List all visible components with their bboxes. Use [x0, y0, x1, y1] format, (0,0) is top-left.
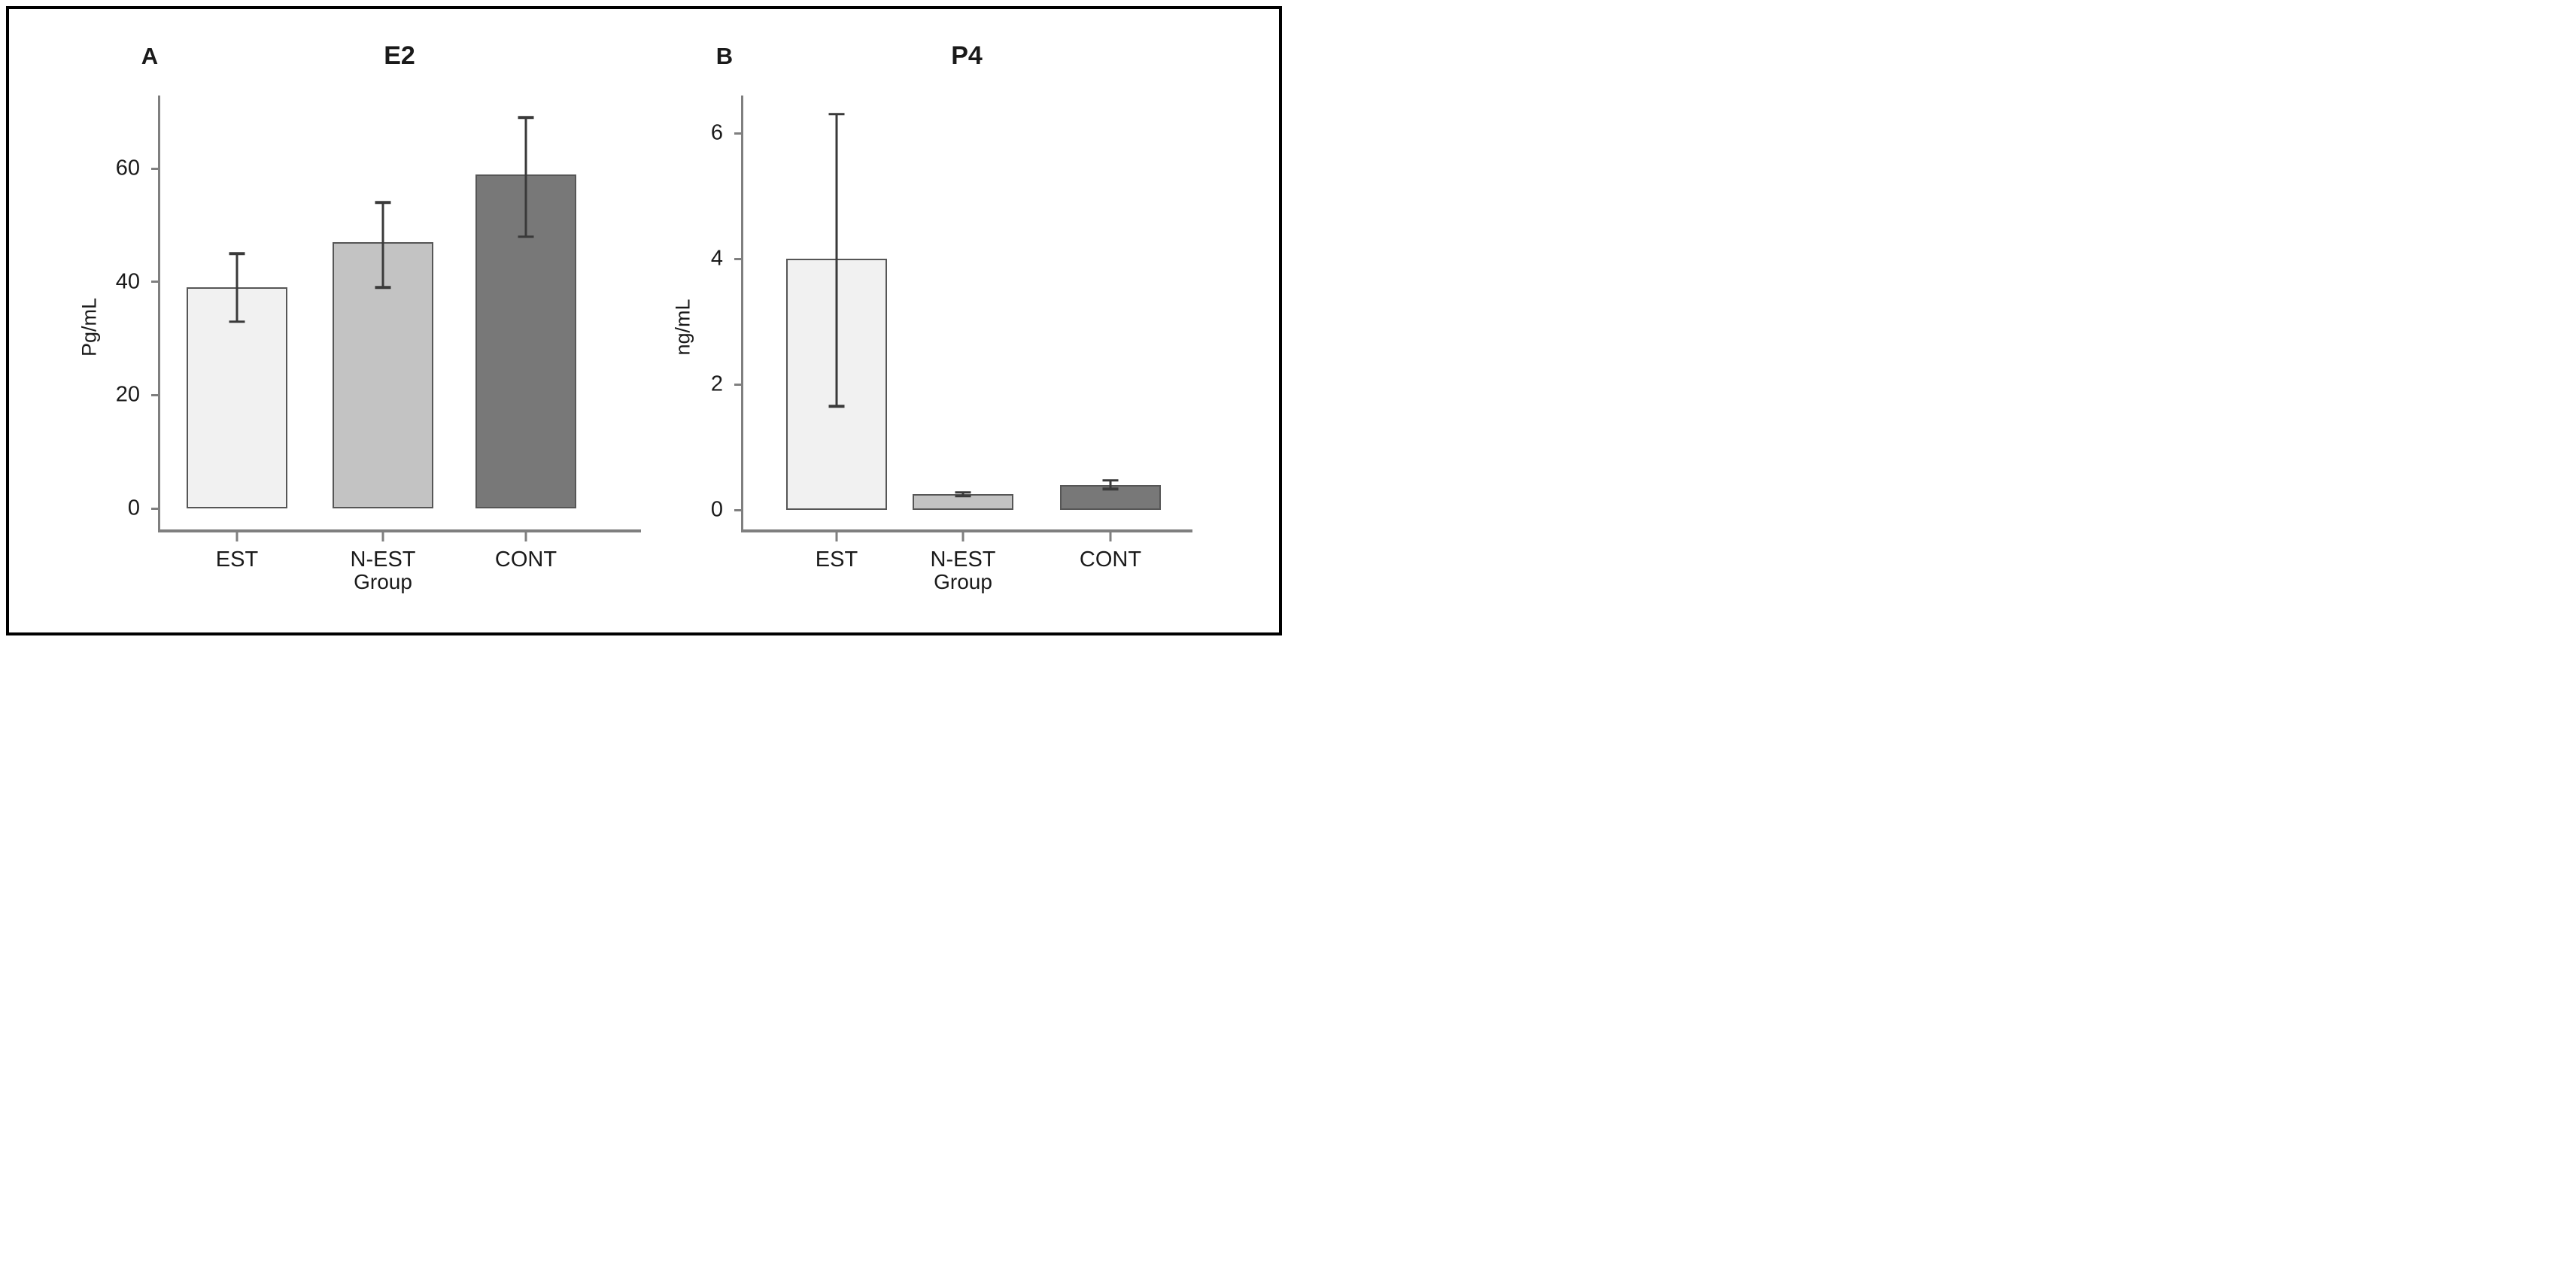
error-bar-cap-top-n-est: [955, 490, 971, 494]
x-tick-mark: [1109, 532, 1112, 541]
x-tick-label-n-est: N-EST: [930, 547, 996, 572]
figure: A E2 Pg/mL Group B P4 ng/mL Group 0 20 40 6…: [0, 0, 1288, 642]
y-tick-mark: [151, 507, 158, 510]
y-tick-mark: [734, 257, 741, 260]
y-tick-mark: [734, 132, 741, 135]
error-bar-cap-bottom-n-est: [375, 286, 391, 290]
error-bar-cap-bottom-n-est: [955, 494, 971, 498]
bar-est: [187, 287, 287, 508]
y-tick-label: 2: [710, 372, 723, 396]
x-axis-line: [158, 529, 641, 532]
panel-a-x-axis-title: Group: [354, 570, 412, 593]
x-tick-mark: [961, 532, 964, 541]
error-bar-cap-top-cont: [518, 116, 534, 120]
x-tick-label-est: EST: [815, 547, 858, 572]
panel-b-y-axis-title: ng/mL: [671, 299, 694, 356]
y-tick-mark: [151, 281, 158, 284]
error-bar-cap-top-est: [229, 252, 245, 255]
x-tick-mark: [835, 532, 838, 541]
panel-b-x-axis-title: Group: [934, 570, 992, 593]
error-bar-est: [835, 114, 838, 407]
x-axis-line: [741, 529, 1192, 532]
panel-b-title: P4: [951, 41, 983, 70]
y-axis-line: [741, 96, 743, 532]
error-bar-n-est: [961, 492, 964, 496]
error-bar-cap-bottom-est: [828, 405, 845, 408]
y-tick-mark: [151, 393, 158, 396]
error-bar-cap-bottom-cont: [518, 235, 534, 238]
y-tick-mark: [151, 167, 158, 170]
error-bar-est: [235, 253, 238, 322]
x-tick-label-cont: CONT: [1079, 547, 1142, 572]
x-tick-label-cont: CONT: [494, 547, 557, 572]
error-bar-cap-top-est: [828, 113, 845, 116]
x-tick-mark: [381, 532, 384, 541]
y-tick-label: 0: [710, 497, 723, 522]
error-bar-n-est: [381, 202, 384, 288]
x-tick-label-est: EST: [215, 547, 259, 572]
x-tick-mark: [235, 532, 238, 541]
error-bar-cont: [524, 117, 527, 237]
x-tick-label-n-est: N-EST: [350, 547, 416, 572]
panel-a-title: E2: [384, 41, 415, 70]
y-tick-mark: [734, 508, 741, 511]
panel-a-plot-area: 0 20 40 60 EST N-EST CONT: [116, 96, 641, 572]
y-tick-label: 6: [710, 120, 723, 145]
y-tick-label: 20: [115, 382, 140, 407]
y-axis-line: [158, 96, 160, 532]
error-bar-cap-top-n-est: [375, 201, 391, 205]
y-tick-label: 4: [710, 246, 723, 271]
error-bar-cap-top-cont: [1102, 479, 1119, 482]
error-bar-cont: [1109, 480, 1112, 490]
panel-b-label: B: [715, 43, 734, 69]
x-tick-mark: [524, 532, 527, 541]
y-tick-mark: [734, 383, 741, 386]
panel-a-label: A: [141, 43, 159, 69]
panel-a-y-axis-title: Pg/mL: [77, 297, 101, 357]
panel-b-plot-area: 0 2 4 6 EST N-EST CONT: [711, 96, 1192, 572]
y-tick-label: 40: [115, 269, 140, 294]
error-bar-cap-bottom-est: [229, 320, 245, 323]
y-tick-label: 60: [115, 156, 140, 180]
error-bar-cap-bottom-cont: [1102, 487, 1119, 491]
y-tick-label: 0: [127, 496, 140, 520]
